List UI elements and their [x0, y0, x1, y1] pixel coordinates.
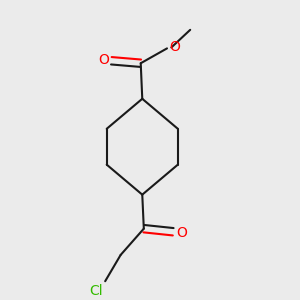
Text: O: O	[98, 53, 109, 67]
Text: O: O	[176, 226, 187, 240]
Text: O: O	[169, 40, 180, 55]
Text: Cl: Cl	[89, 284, 103, 298]
